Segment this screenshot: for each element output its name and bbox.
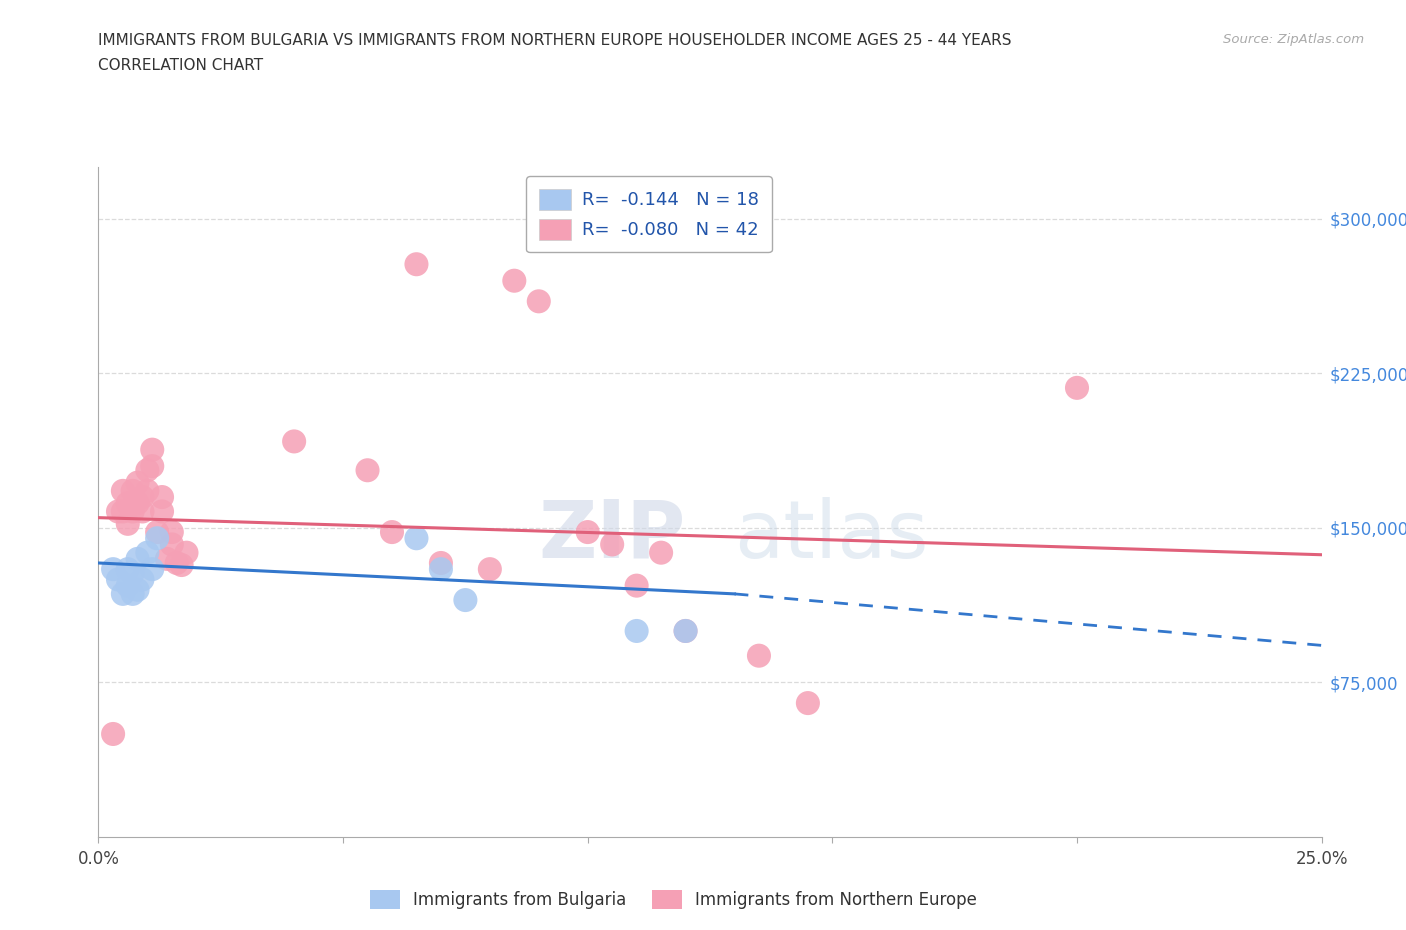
- Point: [356, 463, 378, 478]
- Point: [405, 531, 427, 546]
- Text: Source: ZipAtlas.com: Source: ZipAtlas.com: [1223, 33, 1364, 46]
- Point: [600, 537, 623, 551]
- Text: CORRELATION CHART: CORRELATION CHART: [98, 58, 263, 73]
- Point: [430, 562, 453, 577]
- Point: [160, 525, 183, 539]
- Point: [626, 623, 648, 638]
- Point: [1066, 380, 1088, 395]
- Point: [405, 257, 427, 272]
- Point: [156, 551, 179, 566]
- Text: IMMIGRANTS FROM BULGARIA VS IMMIGRANTS FROM NORTHERN EUROPE HOUSEHOLDER INCOME A: IMMIGRANTS FROM BULGARIA VS IMMIGRANTS F…: [98, 33, 1012, 47]
- Point: [160, 537, 183, 551]
- Point: [136, 484, 159, 498]
- Point: [136, 545, 159, 560]
- Point: [675, 623, 697, 638]
- Point: [141, 458, 163, 473]
- Point: [127, 551, 149, 566]
- Point: [797, 696, 820, 711]
- Point: [121, 504, 143, 519]
- Text: atlas: atlas: [734, 497, 929, 575]
- Point: [170, 558, 193, 573]
- Point: [131, 504, 153, 519]
- Point: [748, 648, 770, 663]
- Point: [503, 273, 526, 288]
- Point: [141, 562, 163, 577]
- Point: [131, 572, 153, 587]
- Point: [150, 489, 173, 504]
- Point: [117, 516, 139, 531]
- Point: [111, 504, 134, 519]
- Point: [146, 525, 169, 539]
- Point: [101, 726, 124, 741]
- Point: [131, 489, 153, 504]
- Point: [121, 587, 143, 602]
- Point: [121, 484, 143, 498]
- Point: [454, 592, 477, 607]
- Point: [117, 562, 139, 577]
- Point: [527, 294, 550, 309]
- Point: [117, 496, 139, 511]
- Point: [675, 623, 697, 638]
- Point: [146, 531, 169, 546]
- Point: [283, 434, 305, 449]
- Text: ZIP: ZIP: [538, 497, 686, 575]
- Point: [111, 484, 134, 498]
- Point: [626, 578, 648, 593]
- Point: [478, 562, 501, 577]
- Point: [150, 504, 173, 519]
- Point: [107, 504, 129, 519]
- Point: [176, 545, 198, 560]
- Point: [576, 525, 599, 539]
- Point: [650, 545, 672, 560]
- Point: [121, 565, 143, 580]
- Point: [101, 562, 124, 577]
- Point: [127, 582, 149, 597]
- Point: [127, 475, 149, 490]
- Point: [107, 572, 129, 587]
- Point: [136, 463, 159, 478]
- Point: [166, 555, 188, 570]
- Point: [141, 443, 163, 458]
- Point: [430, 555, 453, 570]
- Point: [117, 578, 139, 593]
- Point: [127, 496, 149, 511]
- Point: [111, 587, 134, 602]
- Point: [381, 525, 404, 539]
- Legend: Immigrants from Bulgaria, Immigrants from Northern Europe: Immigrants from Bulgaria, Immigrants fro…: [363, 884, 983, 916]
